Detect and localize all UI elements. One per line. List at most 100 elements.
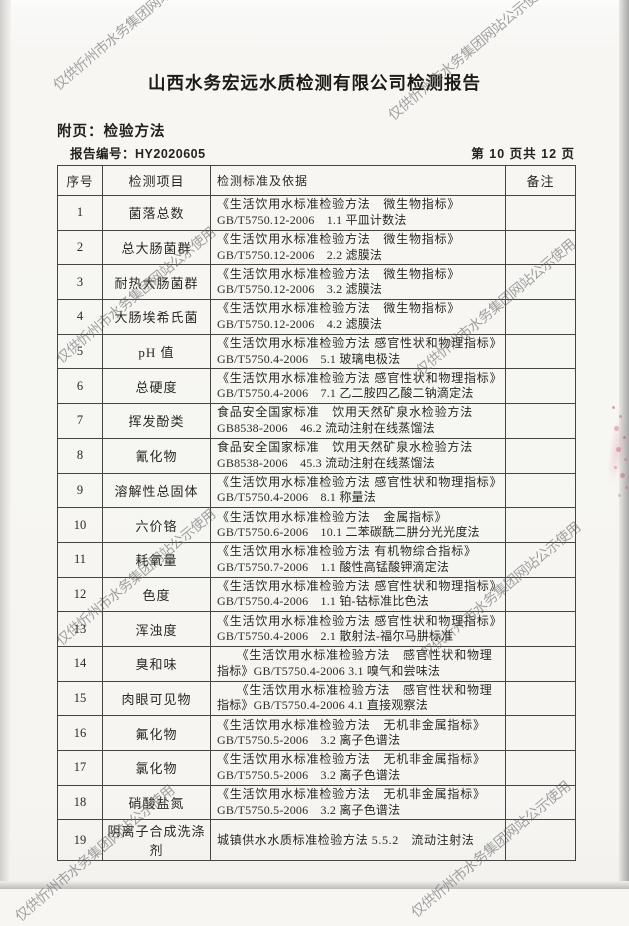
- standard-line1: 《生活饮用水标准检验方法 感官性状和物理指标》: [217, 370, 503, 385]
- remark-cell: [505, 507, 576, 543]
- watermark-text: 仅供忻州市水务集团网站公示使用: [384, 0, 551, 124]
- standard-line2: GB/T5750.4-2006 1.1 铂-钴标准比色法: [217, 594, 429, 609]
- test-item: 六价铬: [102, 507, 211, 543]
- row-number: 17: [57, 750, 103, 786]
- table-row: 1 菌落总数 《生活饮用水标准检验方法 微生物指标》 GB/T5750.12-2…: [57, 195, 576, 231]
- standard-method: 《生活饮用水标准检验方法 感官性状和物理指标》 GB/T5750.4-2006 …: [210, 333, 506, 370]
- standard-line1: 《生活饮用水标准检验方法 感官性状和物理: [217, 682, 493, 697]
- standard-line1: 《生活饮用水标准检验方法 感官性状和物理指标》: [217, 336, 503, 351]
- test-item: 氰化物: [102, 437, 211, 474]
- row-number: 9: [57, 472, 103, 509]
- remark-cell: [505, 715, 576, 751]
- remark-cell: [505, 264, 576, 301]
- table-row: 10 六价铬 《生活饮用水标准检验方法 金属指标》 GB/T5750.6-200…: [57, 507, 576, 543]
- standard-method: 《生活饮用水标准检验方法 微生物指标》 GB/T5750.12-2006 4.2…: [210, 299, 506, 335]
- row-number: 7: [57, 403, 103, 439]
- row-number: 5: [57, 333, 103, 370]
- standard-line2: GB8538-2006 46.2 流动注射在线蒸馏法: [217, 420, 435, 435]
- remark-cell: [505, 784, 576, 821]
- table-row: 6 总硬度 《生活饮用水标准检验方法 感官性状和物理指标》 GB/T5750.4…: [57, 368, 576, 405]
- standard-method: 《生活饮用水标准检验方法 感官性状和物理指标》 GB/T5750.4-2006 …: [210, 576, 506, 613]
- standard-method: 《生活饮用水标准检验方法 感官性状和物理指标》 GB/T5750.4-2006 …: [210, 611, 506, 647]
- table-body: 1 菌落总数 《生活饮用水标准检验方法 微生物指标》 GB/T5750.12-2…: [57, 195, 576, 862]
- remark-cell: [505, 437, 576, 474]
- test-item: 菌落总数: [102, 195, 211, 231]
- remark-cell: [505, 403, 576, 439]
- header-remark: 备注: [505, 165, 576, 196]
- remark-cell: [505, 333, 576, 370]
- table-row: 8 氰化物 食品安全国家标准 饮用天然矿泉水检验方法 GB8538-2006 4…: [57, 437, 576, 474]
- remark-cell: [505, 472, 576, 509]
- standard-line1: 《生活饮用水标准检验方法 无机非金属指标》: [217, 717, 486, 732]
- standard-line2: GB/T5750.5-2006 3.2 离子色谱法: [217, 802, 401, 817]
- test-item: 总硬度: [102, 368, 211, 405]
- remark-cell: [505, 611, 576, 647]
- remark-cell: [505, 819, 576, 862]
- scan-edge-left: [0, 0, 11, 889]
- standard-line1: 《生活饮用水标准检验方法 感官性状和物理指标》: [217, 613, 503, 628]
- test-item: 浑浊度: [102, 611, 211, 647]
- test-item: 阴离子合成洗涤剂: [102, 819, 211, 862]
- row-number: 15: [57, 680, 103, 717]
- remark-cell: [505, 750, 576, 786]
- remark-cell: [505, 195, 576, 231]
- remark-cell: [505, 299, 576, 335]
- standard-line2: GB/T5750.12-2006 3.2 滤膜法: [217, 282, 383, 297]
- standard-line2: GB/T5750.4-2006 8.1 称量法: [217, 490, 376, 505]
- attachment-subtitle: 附页：检验方法: [57, 124, 166, 140]
- standard-line2: GB/T5750.12-2006 1.1 平皿计数法: [217, 212, 407, 227]
- remark-cell: [505, 576, 576, 613]
- row-number: 18: [57, 784, 103, 821]
- table-row: 5 pH 值 《生活饮用水标准检验方法 感官性状和物理指标》 GB/T5750.…: [57, 333, 576, 370]
- standard-method: 《生活饮用水标准检验方法 金属指标》 GB/T5750.6-2006 10.1 …: [210, 507, 506, 543]
- table-row: 12 色度 《生活饮用水标准检验方法 感官性状和物理指标》 GB/T5750.4…: [57, 576, 576, 613]
- test-item: 臭和味: [102, 645, 211, 682]
- row-number: 13: [57, 611, 103, 647]
- row-number: 3: [57, 264, 103, 301]
- test-item: 挥发酚类: [102, 403, 211, 439]
- table-row: 7 挥发酚类 食品安全国家标准 饮用天然矿泉水检验方法 GB8538-2006 …: [57, 403, 576, 439]
- stamp-bleed-speckles: [612, 406, 615, 409]
- standard-line1: 《生活饮用水标准检验方法 微生物指标》: [217, 232, 461, 247]
- table-row: 9 溶解性总固体 《生活饮用水标准检验方法 感官性状和物理指标》 GB/T575…: [57, 472, 576, 509]
- report-number-value: HY2020605: [135, 147, 206, 161]
- table-row: 19 阴离子合成洗涤剂 城镇供水水质标准检验方法 5.5.2 流动注射法: [57, 819, 576, 862]
- standard-method: 《生活饮用水标准检验方法 微生物指标》 GB/T5750.12-2006 3.2…: [210, 264, 506, 301]
- standard-line2: GB/T5750.4-2006 5.1 玻璃电极法: [217, 351, 401, 366]
- test-item: 耗氧量: [102, 541, 211, 578]
- row-number: 19: [57, 819, 103, 862]
- header-standard: 检测标准及依据: [210, 165, 506, 196]
- standard-line1: 《生活饮用水标准检验方法 有机物综合指标》: [217, 544, 477, 559]
- standard-line1: 《生活饮用水标准检验方法 感官性状和物理指标》: [217, 474, 503, 489]
- table-row: 16 氟化物 《生活饮用水标准检验方法 无机非金属指标》 GB/T5750.5-…: [57, 715, 576, 751]
- row-number: 14: [57, 645, 103, 682]
- standard-line2: GB/T5750.12-2006 2.2 滤膜法: [217, 247, 383, 262]
- standard-method: 城镇供水水质标准检验方法 5.5.2 流动注射法: [210, 819, 506, 862]
- standard-method: 《生活饮用水标准检验方法 感官性状和物理 指标》GB/T5750.4-2006 …: [210, 680, 506, 717]
- row-number: 1: [57, 195, 103, 231]
- standard-method: 《生活饮用水标准检验方法 无机非金属指标》 GB/T5750.5-2006 3.…: [210, 715, 506, 751]
- remark-cell: [505, 680, 576, 717]
- meta-row: 报告编号：HY2020605 第 10 页共 12 页: [57, 143, 575, 161]
- row-number: 2: [57, 229, 103, 266]
- remark-cell: [505, 229, 576, 266]
- row-number: 4: [57, 299, 103, 335]
- standard-line1: 食品安全国家标准 饮用天然矿泉水检验方法: [217, 405, 474, 420]
- table-row: 17 氯化物 《生活饮用水标准检验方法 无机非金属指标》 GB/T5750.5-…: [57, 750, 576, 786]
- standard-line2: GB/T5750.6-2006 10.1 二苯碳酰二肼分光光度法: [217, 525, 480, 540]
- scan-edge-bottom: [0, 881, 629, 889]
- header-serial-no: 序号: [57, 165, 103, 196]
- standard-method: 《生活饮用水标准检验方法 无机非金属指标》 GB/T5750.5-2006 3.…: [210, 784, 506, 821]
- standard-line2: 指标》GB/T5750.4-2006 4.1 直接观察法: [217, 698, 428, 713]
- standard-line1: 食品安全国家标准 饮用天然矿泉水检验方法: [217, 440, 474, 455]
- standard-line1: 《生活饮用水标准检验方法 感官性状和物理: [217, 648, 493, 663]
- row-number: 12: [57, 576, 103, 613]
- row-number: 16: [57, 715, 103, 751]
- table-row: 4 大肠埃希氏菌 《生活饮用水标准检验方法 微生物指标》 GB/T5750.12…: [57, 299, 576, 335]
- row-number: 8: [57, 437, 103, 474]
- report-number: 报告编号：HY2020605: [70, 143, 206, 162]
- row-number: 11: [57, 541, 103, 578]
- standard-line1: 《生活饮用水标准检验方法 微生物指标》: [217, 301, 461, 316]
- methods-table: 序号 检测项目 检测标准及依据 备注 1 菌落总数 《生活饮用水标准检验方法 微…: [57, 165, 576, 862]
- standard-line2: GB/T5750.5-2006 3.2 离子色谱法: [217, 733, 401, 748]
